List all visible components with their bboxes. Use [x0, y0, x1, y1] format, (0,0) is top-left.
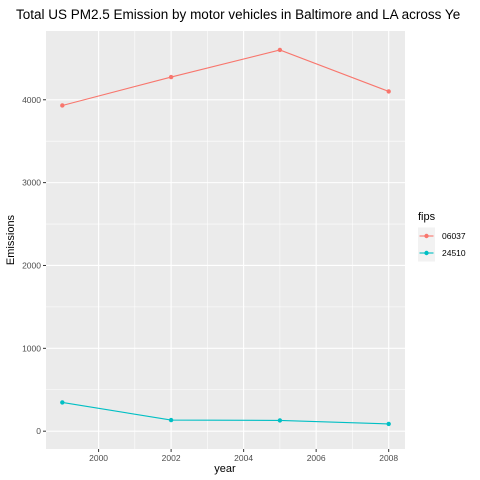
- y-tick-label: 4000: [22, 95, 41, 105]
- x-tick-label: 2002: [162, 453, 181, 463]
- major-grid: [46, 31, 405, 449]
- data-point-24510: [277, 418, 283, 423]
- legend-key-point: [424, 250, 429, 256]
- data-point-06037: [168, 74, 174, 80]
- y-axis-title: Emissions: [5, 214, 17, 265]
- x-tick-label: 2008: [379, 453, 398, 463]
- chart-title: Total US PM2.5 Emission by motor vehicle…: [16, 7, 460, 22]
- legend: fips 06037 24510: [418, 211, 466, 262]
- x-axis-title: year: [214, 463, 236, 475]
- data-point-24510: [168, 417, 174, 423]
- legend-key-point: [424, 233, 429, 239]
- legend-label: 06037: [442, 231, 466, 241]
- legend-items: 06037 24510: [418, 227, 466, 262]
- x-tick-label: 2004: [234, 453, 253, 463]
- y-axis-tick-labels: 0 1000 2000 3000 4000: [22, 95, 41, 436]
- legend-label: 24510: [442, 248, 466, 258]
- series-line-06037: [62, 49, 389, 107]
- series-line-24510: [62, 401, 389, 425]
- data-point-24510: [386, 421, 391, 427]
- x-tick-label: 2006: [307, 453, 326, 463]
- minor-grid: [46, 31, 405, 449]
- y-tick-label: 3000: [22, 178, 41, 188]
- x-tick-label: 2000: [89, 453, 108, 463]
- data-point-06037: [386, 89, 391, 94]
- y-tick-label: 1000: [22, 343, 41, 353]
- x-axis-tick-labels: 2000 2002 2004 2006 2008: [89, 453, 398, 463]
- y-tick-label: 0: [36, 426, 41, 436]
- legend-title: fips: [418, 211, 436, 223]
- series-layer: [60, 47, 391, 427]
- axis-ticks: [43, 99, 390, 452]
- data-point-06037: [277, 47, 283, 53]
- plot-panel: [46, 31, 405, 449]
- data-point-06037: [60, 103, 65, 108]
- data-point-24510: [60, 400, 65, 405]
- y-tick-label: 2000: [22, 260, 41, 270]
